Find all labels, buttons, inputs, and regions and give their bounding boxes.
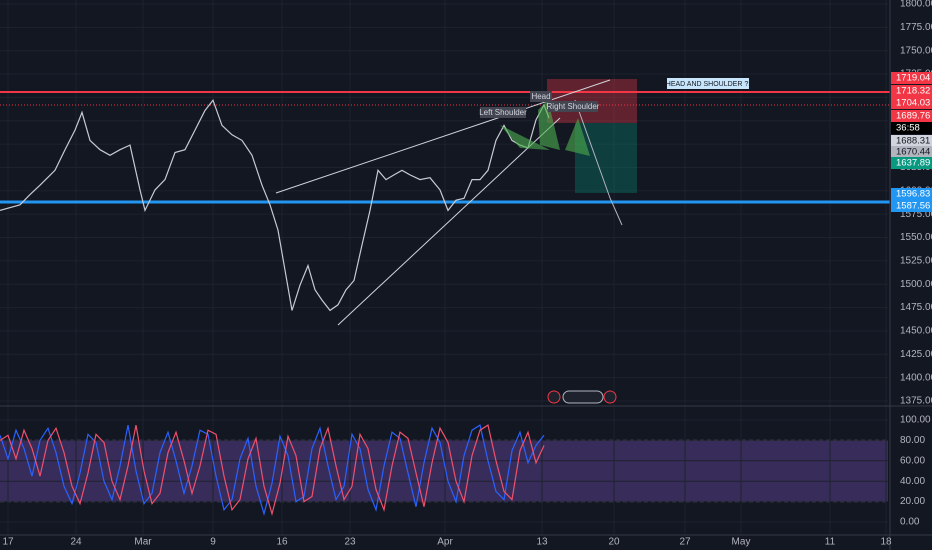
x-tick-label: 23 <box>344 537 356 548</box>
y-tick-label: 60.00 <box>900 455 925 466</box>
y-tick-label: 1575.00 <box>900 209 932 220</box>
left-label-box <box>480 107 526 118</box>
x-tick-label: 16 <box>276 537 288 548</box>
price-label: 1689.76 <box>896 111 930 122</box>
head-label-box <box>530 91 552 102</box>
projection-arrow <box>574 99 623 226</box>
x-tick-label: Apr <box>437 537 453 548</box>
y-tick-label: 1500.00 <box>900 279 932 290</box>
y-tick-label: 20.00 <box>900 496 925 507</box>
x-tick-label: Mar <box>134 537 152 548</box>
left-label: Left Shoulder <box>479 108 527 117</box>
price-label: 1670.44 <box>896 147 930 158</box>
x-tick-label: 27 <box>679 537 691 548</box>
y-tick-label: 1550.00 <box>900 232 932 243</box>
x-tick-label: 13 <box>536 537 548 548</box>
target-zone <box>575 123 637 193</box>
y-tick-label: 1525.00 <box>900 256 932 267</box>
y-tick-label: 1800.00 <box>900 0 932 10</box>
y-tick-label: 100.00 <box>900 415 931 426</box>
right-shoulder-shape <box>565 118 590 156</box>
countdown-label: 36:58 <box>896 123 920 134</box>
series-line <box>0 98 550 312</box>
y-tick-label: 1375.00 <box>900 396 932 407</box>
price-label: 1688.31 <box>896 136 930 147</box>
toolbar[interactable] <box>547 390 617 404</box>
y-tick-label: 1775.00 <box>900 22 932 33</box>
x-tick-label: 11 <box>825 537 836 548</box>
y-tick-label: 40.00 <box>900 476 925 487</box>
grid <box>0 0 888 535</box>
head-label: Head <box>531 92 550 101</box>
series <box>0 98 550 517</box>
price-label: 1637.89 <box>896 158 930 169</box>
y-tick-label: 1400.00 <box>900 372 932 383</box>
x-tick-label: 24 <box>70 537 82 548</box>
price-label: 1718.32 <box>896 86 930 97</box>
overbought-band <box>0 440 888 502</box>
price-labels: 1719.04 1718.32 1704.03 1689.76 36:58 16… <box>891 72 932 212</box>
x-tick-label: 9 <box>210 537 216 548</box>
y-tick-label: 1475.00 <box>900 302 932 313</box>
wedge-upper <box>275 79 611 194</box>
y-tick-label: 0.00 <box>900 517 920 528</box>
series-line <box>0 424 545 517</box>
y-tick-label: 80.00 <box>900 435 925 446</box>
x-tick-label: 17 <box>2 537 14 548</box>
series-line <box>0 424 545 517</box>
x-tick-label: 18 <box>880 537 892 548</box>
pattern-label: HEAD AND SHOULDER ?! <box>666 81 750 88</box>
price-label: 1587.56 <box>896 201 930 212</box>
right-label: Right Shoulder <box>547 102 600 111</box>
price-label: 1596.83 <box>896 189 930 200</box>
y-tick-label: 1750.00 <box>900 45 932 56</box>
left-shoulder-shape <box>500 125 550 150</box>
x-tick-label: May <box>732 537 751 548</box>
price-label: 1719.04 <box>896 73 930 84</box>
head-shape <box>538 100 560 150</box>
y-tick-label: 1450.00 <box>900 326 932 337</box>
wedge-lower <box>337 117 561 326</box>
x-tick-label: 20 <box>608 537 620 548</box>
price-label: 1704.03 <box>896 98 930 109</box>
y-tick-label: 1425.00 <box>900 349 932 360</box>
right-label-box <box>548 101 598 112</box>
pattern-label-box <box>667 78 749 89</box>
